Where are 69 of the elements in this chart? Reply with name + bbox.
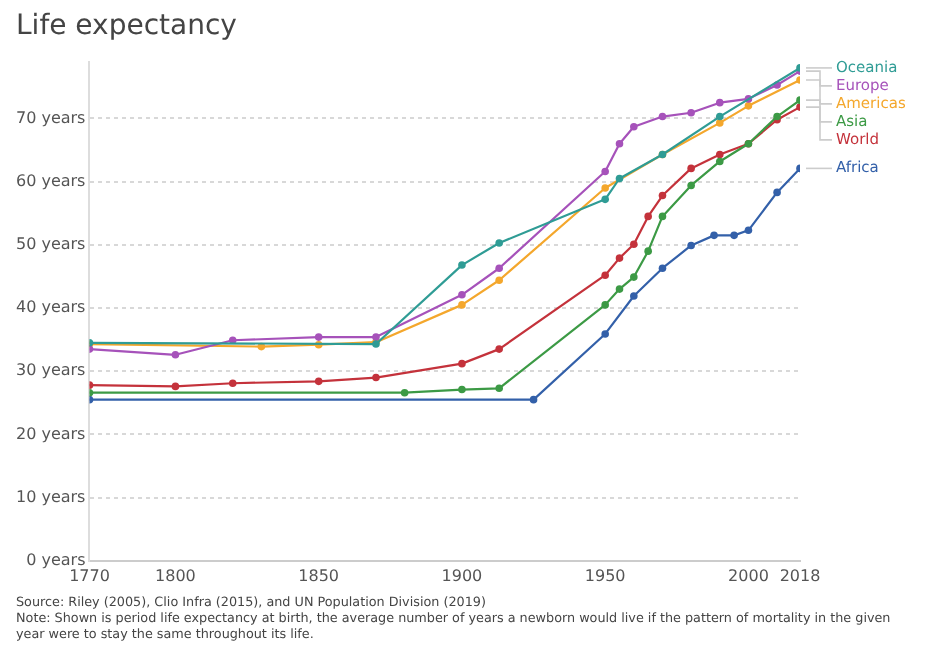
point: [601, 271, 609, 279]
point: [601, 167, 609, 176]
x-tick-label: 1850: [298, 566, 340, 585]
y-tick-label: 20 years: [15, 424, 86, 443]
point: [715, 98, 724, 107]
point: [687, 181, 695, 190]
point: [372, 333, 380, 341]
point: [658, 212, 667, 221]
point: [687, 108, 695, 117]
point: [495, 345, 503, 353]
point: [400, 388, 409, 397]
point: [615, 254, 624, 262]
point: [458, 290, 466, 299]
point: [658, 191, 667, 200]
point: [171, 351, 180, 359]
y-tick-label: 10 years: [15, 487, 86, 506]
point: [601, 195, 609, 204]
point: [715, 112, 724, 121]
point: [730, 231, 738, 240]
point: [458, 359, 466, 368]
point: [644, 212, 652, 221]
x-tick-label: 2018: [779, 566, 821, 585]
point: [495, 384, 503, 393]
y-tick-label: 50 years: [15, 235, 86, 254]
point: [228, 379, 237, 388]
point: [715, 119, 724, 127]
point: [630, 292, 638, 300]
point: [658, 264, 667, 273]
point: [601, 184, 609, 192]
point: [601, 301, 609, 309]
y-tick-label: 40 years: [15, 298, 86, 317]
point: [601, 330, 609, 338]
x-tick-label: 2000: [728, 566, 769, 585]
point: [458, 261, 466, 269]
point: [171, 382, 180, 391]
point: [658, 112, 667, 121]
point: [615, 285, 624, 293]
point: [715, 150, 724, 159]
point: [495, 276, 503, 285]
x-tick-label: 1950: [584, 566, 626, 585]
point: [630, 273, 638, 281]
point: [615, 139, 624, 148]
point: [314, 377, 323, 386]
x-tick-label: 1800: [155, 566, 196, 585]
point: [687, 164, 695, 173]
point: [687, 241, 695, 250]
point: [744, 102, 753, 110]
y-tick-label: 70 years: [15, 108, 86, 127]
point: [744, 226, 753, 235]
point: [495, 239, 503, 247]
point: [644, 247, 652, 255]
x-tick-label: 1900: [441, 566, 483, 585]
point: [630, 122, 638, 131]
point: [773, 188, 781, 197]
point: [715, 157, 724, 166]
point: [615, 174, 624, 183]
point: [630, 240, 638, 249]
y-tick-label: 30 years: [15, 361, 86, 380]
point: [458, 301, 466, 309]
chart-title: Life expectancy: [16, 10, 237, 42]
y-tick-label: 0 years: [26, 550, 86, 569]
point: [458, 385, 466, 394]
point: [710, 231, 718, 240]
point: [372, 373, 380, 382]
point: [314, 333, 323, 341]
point: [529, 395, 538, 404]
x-tick-label: 1770: [69, 566, 110, 585]
point: [495, 264, 503, 273]
y-tick-label: 60 years: [15, 171, 86, 190]
